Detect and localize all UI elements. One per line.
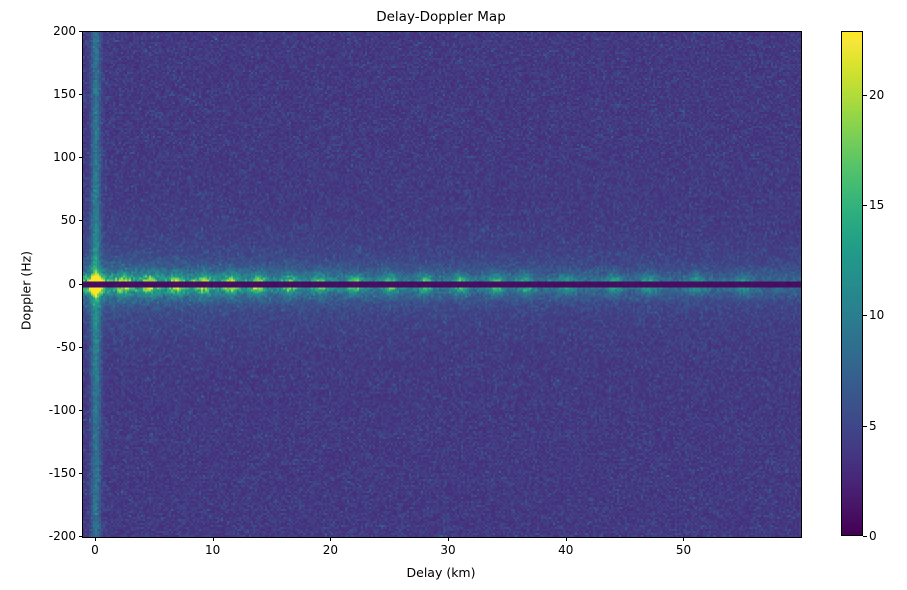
colorbar-axis: 0 5 10 15 20	[863, 31, 907, 543]
y-tick-mark	[78, 472, 82, 474]
colorbar-tick-label: 0	[869, 529, 877, 543]
x-tick-label: 20	[322, 543, 338, 557]
colorbar-tick-mark	[863, 315, 867, 317]
page-title: Delay-Doppler Map	[376, 9, 506, 25]
x-tick-mark	[683, 537, 685, 541]
y-tick-mark	[78, 346, 82, 348]
x-axis: Delay (km) 0 10 20 30 40 50	[0, 536, 907, 590]
x-tick-mark	[565, 537, 567, 541]
y-tick-label: 150	[53, 87, 76, 102]
delay-doppler-heatmap	[83, 32, 801, 537]
colorbar-tick-label: 5	[869, 418, 877, 433]
x-tick-mark	[212, 537, 214, 541]
colorbar-tick-mark	[863, 536, 867, 537]
x-tick-label: 30	[440, 543, 456, 557]
y-tick-label: -50	[56, 339, 76, 354]
x-tick-mark	[330, 537, 332, 541]
colorbar-tick-mark	[863, 94, 867, 96]
x-tick-label: 10	[205, 543, 221, 557]
x-tick-label: 50	[675, 543, 692, 557]
colorbar-gradient	[841, 31, 863, 536]
x-axis-label: Delay (km)	[406, 565, 476, 580]
y-tick-mark	[78, 409, 82, 411]
x-tick-label: 40	[558, 543, 574, 557]
plot-area	[82, 31, 802, 538]
y-tick-mark	[78, 94, 82, 96]
y-tick-label: 50	[60, 213, 76, 228]
y-tick-mark	[78, 220, 82, 222]
y-tick-mark	[78, 283, 82, 285]
x-tick-mark	[94, 537, 96, 541]
y-tick-label: -150	[48, 465, 76, 480]
y-tick-mark	[78, 536, 82, 537]
colorbar-tick-mark	[863, 205, 867, 207]
y-tick-label: 200	[53, 24, 76, 38]
y-tick-mark	[78, 157, 82, 159]
y-tick-label: 0	[68, 276, 76, 291]
colorbar-tick-label: 15	[869, 198, 885, 213]
y-tick-label: 100	[53, 150, 76, 165]
colorbar-tick-mark	[863, 425, 867, 427]
y-tick-label: -100	[48, 402, 76, 417]
x-tick-mark	[448, 537, 450, 541]
y-tick-mark	[78, 31, 82, 32]
y-tick-label: -200	[48, 529, 76, 543]
x-tick-label: 0	[91, 543, 99, 557]
colorbar-tick-label: 20	[869, 87, 885, 102]
colorbar-tick-label: 10	[869, 308, 885, 323]
y-axis: -200 -150 -100 -50 0 50 100 150 200	[0, 0, 82, 590]
colorbar	[841, 31, 863, 536]
y-axis-label: Doppler (Hz)	[18, 250, 34, 331]
